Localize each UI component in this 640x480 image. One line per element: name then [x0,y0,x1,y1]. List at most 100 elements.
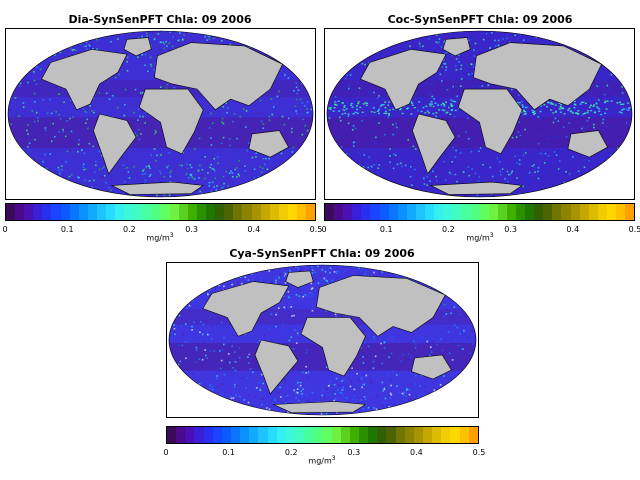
colorbar-swatch [377,427,387,443]
colorbar-swatch [215,204,225,220]
colorbar-swatch [368,427,378,443]
colorbar-swatch [370,204,380,220]
colorbar-swatch [358,427,369,443]
colorbar-ticks: 0 0.1 0.2 0.3 0.4 0.5 [321,222,640,234]
colorbar-tick-label: 0.1 [222,448,235,457]
colorbar-swatch [349,427,359,443]
colorbar-swatch [242,204,252,220]
colorbar-swatch [251,204,261,220]
colorbar-tick-label: 0.1 [60,225,74,234]
colorbar-tick-label: 0.3 [185,225,198,234]
colorbar-swatch [69,204,79,220]
colorbar-swatch [133,204,143,220]
colorbar-swatch [616,204,626,220]
colorbar-tick-label: 0.4 [247,225,261,234]
colorbar-tick-label: 0.4 [566,225,580,234]
colorbar-swatch [625,204,635,220]
colorbar-tick-label: 0.3 [347,448,361,457]
colorbar-swatch [331,427,341,443]
colorbar-swatch [115,204,125,220]
colorbar-swatch [534,204,544,220]
colorbar-swatch [96,204,107,220]
colorbar-swatch [325,204,335,220]
colorbar [5,203,316,221]
colorbar-swatch [525,204,535,220]
colorbar-swatch [543,204,553,220]
colorbar-swatch [386,427,396,443]
colorbar-ticks: 0 0.1 0.2 0.3 0.4 0.5 [2,222,322,234]
colorbar-swatch [24,204,34,220]
colorbar-swatch [432,427,442,443]
colorbar-swatch [240,427,250,443]
map-title: Coc-SynSenPFT Chla: 09 2006 [387,13,573,26]
colorbar-swatch [194,427,204,443]
colorbar-swatch [506,204,516,220]
colorbar-swatch [425,204,435,220]
colorbar-swatch [160,204,170,220]
colorbar-swatch [468,427,478,443]
colorbar-tick-label: 0 [321,225,327,234]
colorbar-swatch [60,204,70,220]
colorbar-unit: mg/m3 [308,455,336,466]
colorbar [166,426,479,444]
colorbar-swatch [459,427,469,443]
colorbar-swatch [269,204,279,220]
colorbar-swatch [6,204,16,220]
colorbar-swatch [461,204,471,220]
map-panel-dia: Dia-SynSenPFT Chla: 09 2006 0 0.1 0.2 0.3 0.… [0,10,322,245]
colorbar-swatch [340,427,350,443]
colorbar-swatch [287,204,297,220]
world-map [168,264,477,416]
colorbar-swatch [106,204,116,220]
colorbar-swatch [470,204,480,220]
colorbar-swatch [588,204,598,220]
colorbar-swatch [176,427,186,443]
map-frame [324,28,635,200]
colorbar-tick-label: 0.4 [410,448,423,457]
colorbar-swatch [570,204,580,220]
colorbar-swatch [413,427,423,443]
colorbar-swatch [297,204,307,220]
colorbar-swatch [258,427,268,443]
colorbar-tick-label: 0.2 [284,448,298,457]
colorbar-tick-label: 0 [2,225,8,234]
colorbar-swatch [212,427,222,443]
colorbar-tick-label: 0.5 [309,225,323,234]
colorbar-swatch [230,427,241,443]
colorbar-swatch [552,204,562,220]
colorbar-ticks: 0 0.1 0.2 0.3 0.4 0.5 [163,445,485,457]
colorbar-swatch [276,427,286,443]
colorbar-swatch [249,427,259,443]
colorbar-swatch [443,204,453,220]
colorbar-swatch [124,204,134,220]
colorbar-swatch [334,204,344,220]
colorbar-swatch [78,204,88,220]
colorbar-swatch [33,204,43,220]
colorbar-swatch [450,427,460,443]
colorbar-swatch [404,427,414,443]
colorbar-unit: mg/m3 [466,232,494,243]
colorbar-swatch [185,427,195,443]
colorbar [324,203,635,221]
world-map [326,30,633,198]
colorbar-swatch [142,204,152,220]
colorbar-swatch [361,204,371,220]
colorbar-unit: mg/m3 [146,232,174,243]
map-title: Cya-SynSenPFT Chla: 09 2006 [229,247,415,260]
colorbar-swatch [178,204,188,220]
colorbar-swatch [260,204,270,220]
colorbar-swatch [488,204,498,220]
colorbar-swatch [395,427,405,443]
colorbar-swatch [388,204,398,220]
colorbar-swatch [379,204,389,220]
colorbar-swatch [203,427,213,443]
map-panel-coc: Coc-SynSenPFT Chla: 09 2006 0 0.1 0.2 0.3 0.… [320,10,640,245]
colorbar-swatch [434,204,444,220]
colorbar-swatch [267,427,277,443]
colorbar-swatch [313,427,323,443]
colorbar-swatch [479,204,489,220]
colorbar-swatch [169,204,179,220]
colorbar-swatch [151,204,161,220]
colorbar-swatch [322,427,332,443]
colorbar-swatch [515,204,526,220]
